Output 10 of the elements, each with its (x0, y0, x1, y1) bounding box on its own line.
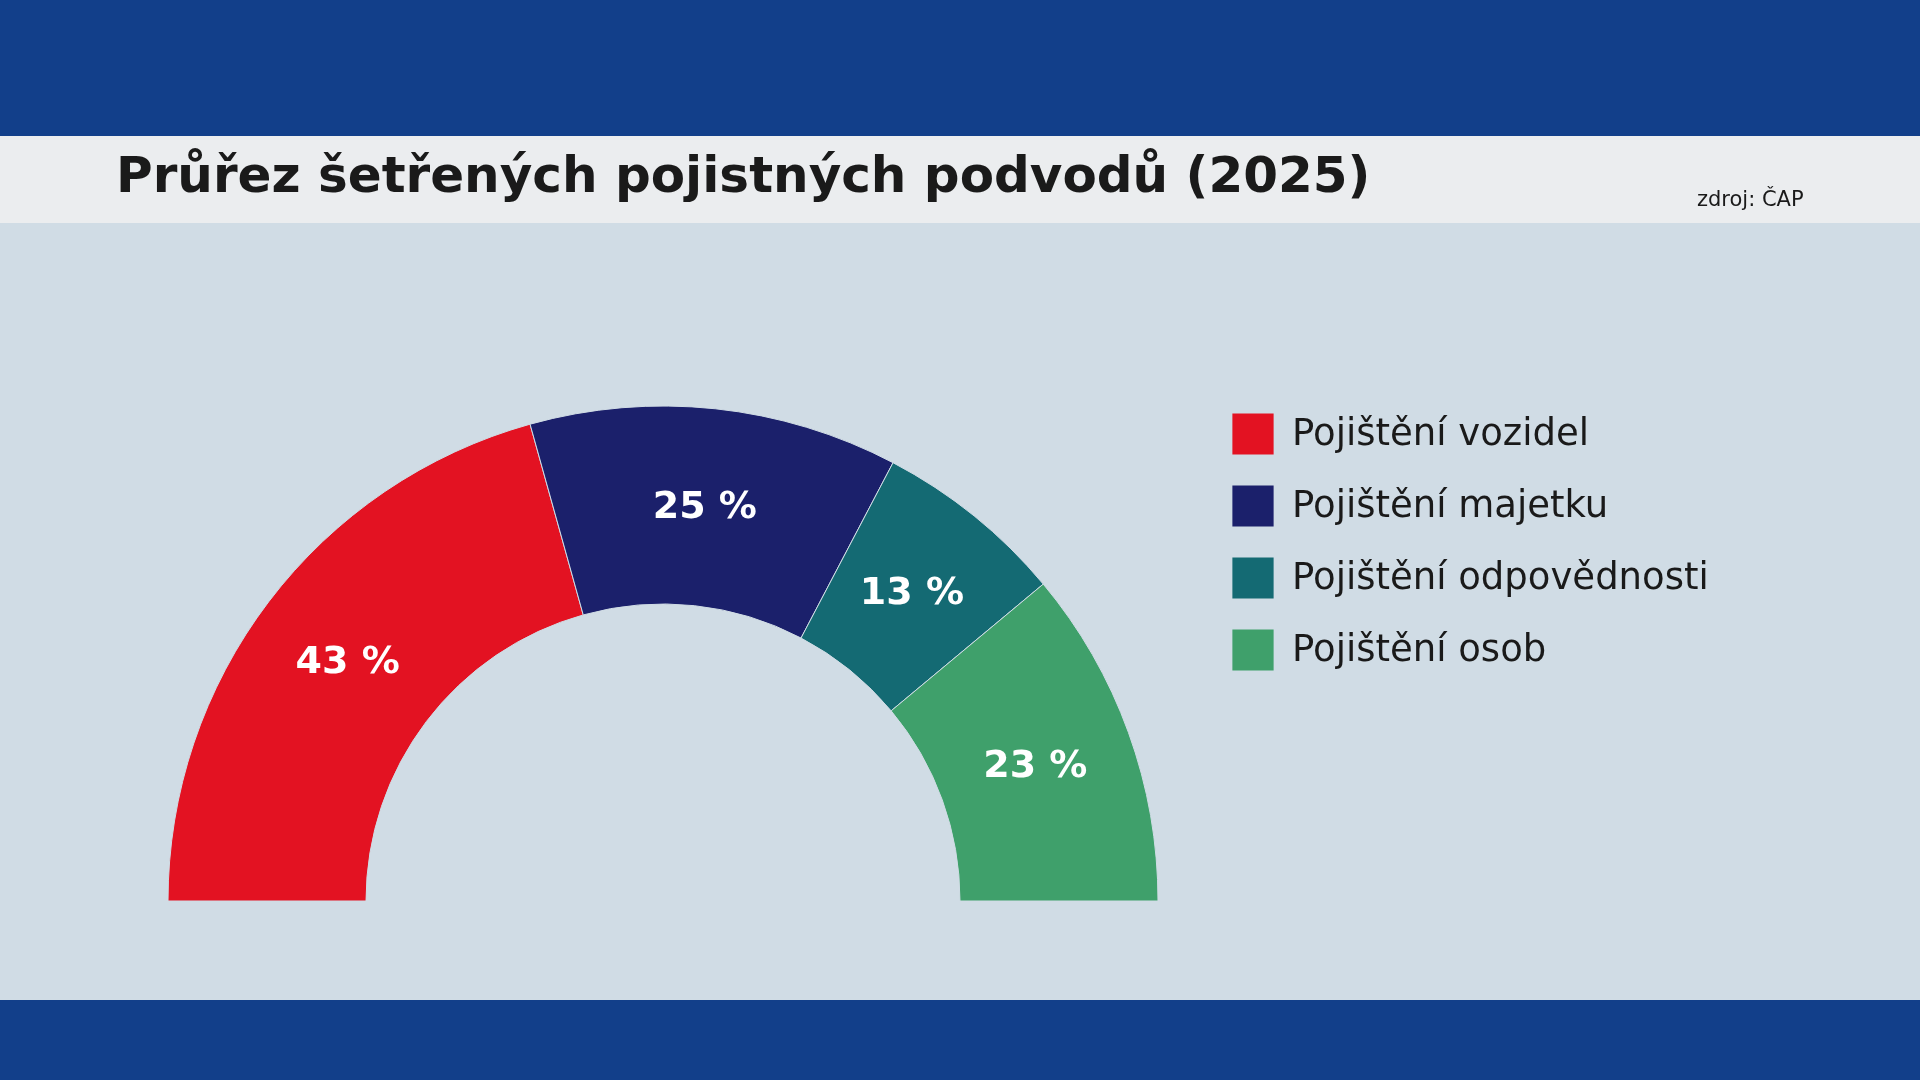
data-label: 23 % (983, 742, 1088, 787)
data-label: 25 % (652, 483, 757, 528)
legend-label: Pojištění vozidel (1292, 411, 1589, 454)
legend-label: Pojištění majetku (1292, 483, 1609, 526)
legend-label: Pojištění osob (1292, 627, 1547, 670)
legend-label: Pojištění odpovědnosti (1292, 555, 1709, 598)
text: zdroj: ČAP (1697, 187, 1804, 211)
chart-title: Průřez šetřených pojistných podvodů (2025) (116, 146, 1371, 204)
data-label: 13 % (859, 569, 964, 613)
data-label: 43 % (295, 637, 400, 682)
